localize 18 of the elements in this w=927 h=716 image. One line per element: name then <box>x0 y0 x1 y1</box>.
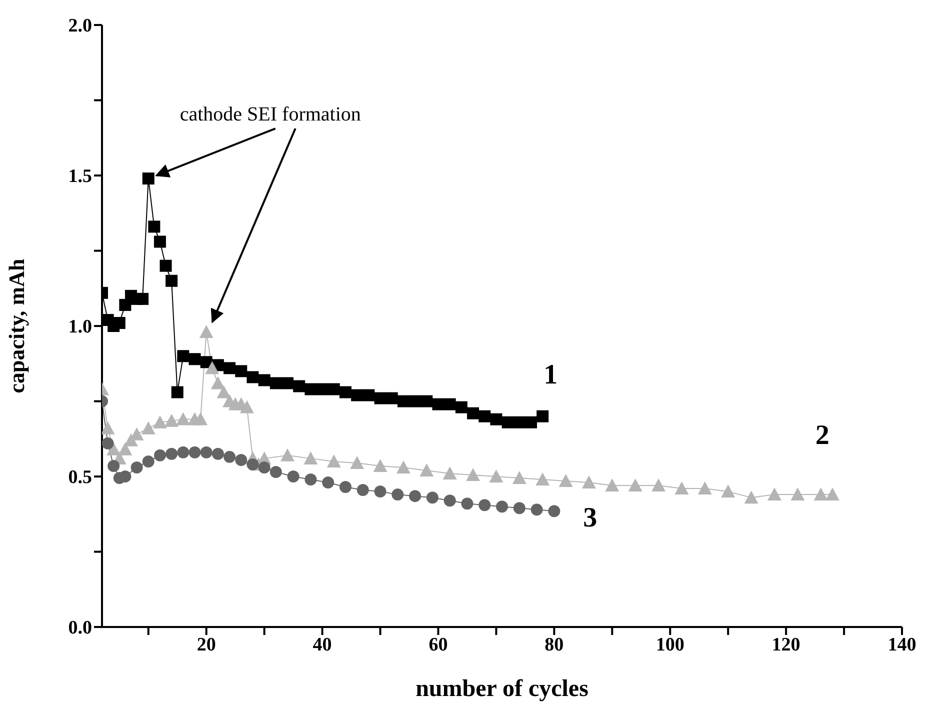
x-tick-label: 60 <box>428 634 448 656</box>
y-tick-label: 1.0 <box>68 316 92 338</box>
x-tick-label: 80 <box>544 634 564 656</box>
series-label: 3 <box>583 502 598 534</box>
series-label: 1 <box>544 360 558 391</box>
x-axis-title: number of cycles <box>416 676 588 702</box>
x-tick-label: 40 <box>312 634 332 656</box>
y-tick-label: 0.5 <box>68 467 92 488</box>
x-tick-label: 100 <box>656 634 684 656</box>
x-tick-label: 120 <box>772 634 800 656</box>
series-label: 2 <box>815 420 830 451</box>
y-axis-title: capacity, mAh <box>4 258 29 394</box>
y-tick-label: 0.0 <box>68 618 92 639</box>
annotation: cathode SEI formation <box>180 104 361 126</box>
x-tick-label: 20 <box>196 634 216 656</box>
y-tick-label: 1.5 <box>68 166 92 188</box>
y-tick-label: 2.0 <box>68 16 92 37</box>
x-tick-label: 140 <box>888 634 916 656</box>
